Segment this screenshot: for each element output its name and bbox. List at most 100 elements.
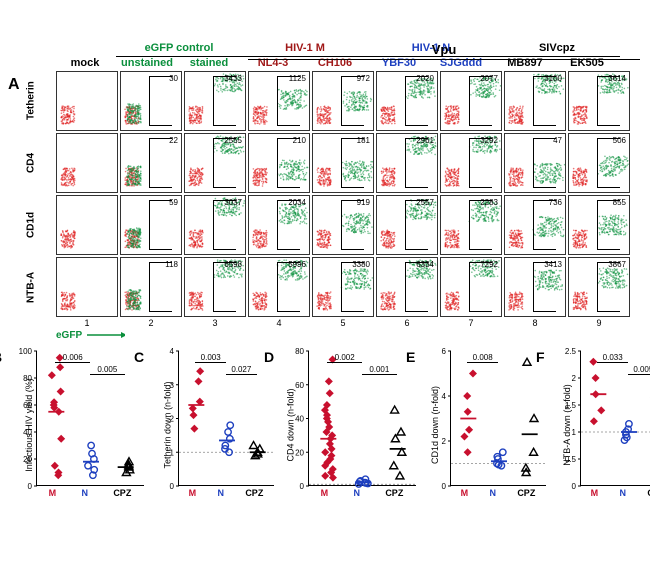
mfi-value: 210 [293, 136, 306, 145]
mfi-value: 2283 [480, 198, 498, 207]
scatter-ntb-a-4: 5996 [248, 257, 310, 317]
mfi-value: 59 [169, 198, 178, 207]
mfi-value: 3433 [224, 74, 242, 83]
col1-head: mock [54, 57, 116, 69]
scatter-cd4-9: 506 [568, 133, 630, 193]
scatter-cd1d-3: 3037 [184, 195, 246, 255]
x-axis-labels: MNCPZ [36, 488, 144, 498]
x-axis-labels: MNCPZ [580, 488, 650, 498]
scatter-cd1d-7: 2283 [440, 195, 502, 255]
p-value: 0.027 [226, 365, 257, 375]
p-value: 0.002 [327, 353, 362, 363]
panel-d: DCD4 down (n-fold)0204060800.0020.001MNC… [280, 351, 416, 498]
x-axis-labels: MNCPZ [178, 488, 274, 498]
mfi-value: 3292 [480, 136, 498, 145]
scatter-cd1d-9: 855 [568, 195, 630, 255]
scatter-cd4-7: 3292 [440, 133, 502, 193]
mfi-value: 47 [553, 136, 562, 145]
scatter-cd4-8: 47 [504, 133, 566, 193]
p-value: 0.005 [628, 365, 650, 375]
panel-e-label: E [406, 349, 415, 365]
figure-root: A Vpu mock eGFP control unstained staine… [8, 42, 642, 498]
mfi-value: 7292 [480, 260, 498, 269]
mfi-value: 506 [613, 136, 626, 145]
panel-b-label: B [0, 349, 2, 365]
scatter-cd4-2: 22 [120, 133, 182, 193]
scatter-tetherin-1 [56, 71, 118, 131]
column-numbers: 123456789 [8, 318, 642, 328]
mfi-value: 3380 [352, 260, 370, 269]
scatter-ntb-a-1 [56, 257, 118, 317]
scatter-tetherin-5: 972 [312, 71, 374, 131]
mfi-value: 22 [169, 136, 178, 145]
x-axis-labels: MNCPZ [450, 488, 546, 498]
mfi-value: 919 [357, 198, 370, 207]
vpu-bracket: Vpu [248, 42, 640, 60]
scatter-cd4-3: 2555 [184, 133, 246, 193]
mfi-value: 3867 [608, 260, 626, 269]
panel-d-label: D [264, 349, 274, 365]
y-axis-label: CD4 down (n-fold) [286, 388, 296, 461]
mfi-value: 2557 [416, 198, 434, 207]
scatter-ntb-a-8: 3413 [504, 257, 566, 317]
egfp-axis-label: eGFP [56, 330, 642, 341]
p-value: 0.005 [90, 365, 125, 375]
row-label-cd4: CD4 [8, 133, 54, 193]
panel-a: A Vpu mock eGFP control unstained staine… [8, 42, 642, 341]
y-axis-label: NTB-A down (n-fold) [562, 384, 572, 466]
row-label-cd1d: CD1d [8, 195, 54, 255]
mfi-value: 6334 [416, 260, 434, 269]
p-value: 0.001 [362, 365, 397, 375]
mfi-value: 1125 [289, 74, 306, 83]
scatter-cd1d-8: 736 [504, 195, 566, 255]
mfi-value: 2034 [288, 198, 306, 207]
scatter-ntb-a-9: 3867 [568, 257, 630, 317]
scatter-cd1d-5: 919 [312, 195, 374, 255]
p-value: 0.006 [55, 353, 90, 363]
mfi-value: 855 [613, 198, 626, 207]
scatter-ntb-a-6: 6334 [376, 257, 438, 317]
scatter-cd1d-2: 59 [120, 195, 182, 255]
mfi-value: 3100 [544, 74, 562, 83]
mfi-value: 2077 [480, 74, 498, 83]
panel-c: CTetherin down (n-fold)012340.0030.027MN… [150, 351, 274, 498]
scatter-grid: Tetherin30343311259722020207731003614CD4… [8, 71, 642, 317]
egfp-control-group: eGFP control unstained stained [116, 42, 242, 69]
scatter-ntb-a-3: 6598 [184, 257, 246, 317]
scatter-cd4-1 [56, 133, 118, 193]
scatter-cd4-6: 2961 [376, 133, 438, 193]
panel-f-label: F [536, 349, 545, 365]
p-value: 0.003 [195, 353, 226, 363]
mfi-value: 2555 [224, 136, 242, 145]
scatter-ntb-a-7: 7292 [440, 257, 502, 317]
p-value: 0.033 [597, 353, 628, 363]
mfi-value: 181 [357, 136, 370, 145]
mfi-value: 3037 [224, 198, 242, 207]
x-axis-labels: MNCPZ [308, 488, 416, 498]
mfi-value: 6598 [224, 260, 242, 269]
mfi-value: 30 [169, 74, 178, 83]
mfi-value: 3614 [608, 74, 626, 83]
scatter-cd1d-1 [56, 195, 118, 255]
scatter-tetherin-2: 30 [120, 71, 182, 131]
scatter-ntb-a-5: 3380 [312, 257, 374, 317]
mfi-value: 736 [549, 198, 562, 207]
scatter-tetherin-3: 3433 [184, 71, 246, 131]
mfi-value: 118 [165, 260, 178, 269]
row-label-tetherin: Tetherin [8, 71, 54, 131]
mfi-value: 2961 [416, 136, 434, 145]
vpu-title: Vpu [432, 42, 457, 57]
mfi-value: 5996 [288, 260, 306, 269]
panel-e: ECD1d down (n-fold)02460.008MNCPZ [422, 351, 546, 498]
mfi-value: 3413 [544, 260, 562, 269]
scatter-tetherin-8: 3100 [504, 71, 566, 131]
scatter-cd1d-4: 2034 [248, 195, 310, 255]
scatter-tetherin-7: 2077 [440, 71, 502, 131]
row-label-ntb-a: NTB-A [8, 257, 54, 317]
mfi-value: 972 [357, 74, 370, 83]
scatter-ntb-a-2: 118 [120, 257, 182, 317]
p-value: 0.008 [467, 353, 498, 363]
scatter-cd4-4: 210 [248, 133, 310, 193]
scatter-cd4-5: 181 [312, 133, 374, 193]
panel-f: FNTB-A down (n-fold)00.511.522.50.0330.0… [552, 351, 650, 498]
